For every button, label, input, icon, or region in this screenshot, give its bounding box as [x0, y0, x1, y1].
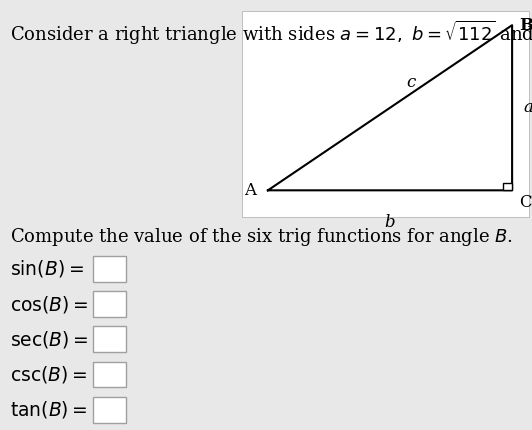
Text: B: B: [519, 17, 532, 34]
Bar: [93, 397, 126, 423]
Text: Consider a right triangle with sides $a = 12,\ b = \sqrt{112}$ and $c = 16.$: Consider a right triangle with sides $a …: [10, 19, 532, 47]
Text: b: b: [385, 214, 395, 231]
Text: $\mathrm{sin}(B) =$: $\mathrm{sin}(B) =$: [10, 258, 84, 279]
Bar: [93, 326, 126, 352]
Text: a: a: [524, 99, 532, 116]
Bar: [93, 256, 126, 282]
Text: $\mathrm{csc}(B) =$: $\mathrm{csc}(B) =$: [10, 364, 87, 385]
Text: Compute the value of the six trig functions for angle $B$.: Compute the value of the six trig functi…: [10, 226, 512, 248]
Bar: [503, 183, 512, 190]
FancyBboxPatch shape: [242, 11, 529, 217]
Text: $\mathrm{cos}(B) =$: $\mathrm{cos}(B) =$: [10, 294, 88, 314]
Text: c: c: [406, 74, 416, 91]
Text: $\mathrm{tan}(B) =$: $\mathrm{tan}(B) =$: [10, 399, 87, 420]
Bar: [93, 362, 126, 387]
Text: A: A: [244, 182, 256, 199]
Text: C: C: [519, 194, 531, 211]
Text: $\mathrm{sec}(B) =$: $\mathrm{sec}(B) =$: [10, 329, 88, 350]
Bar: [93, 291, 126, 317]
